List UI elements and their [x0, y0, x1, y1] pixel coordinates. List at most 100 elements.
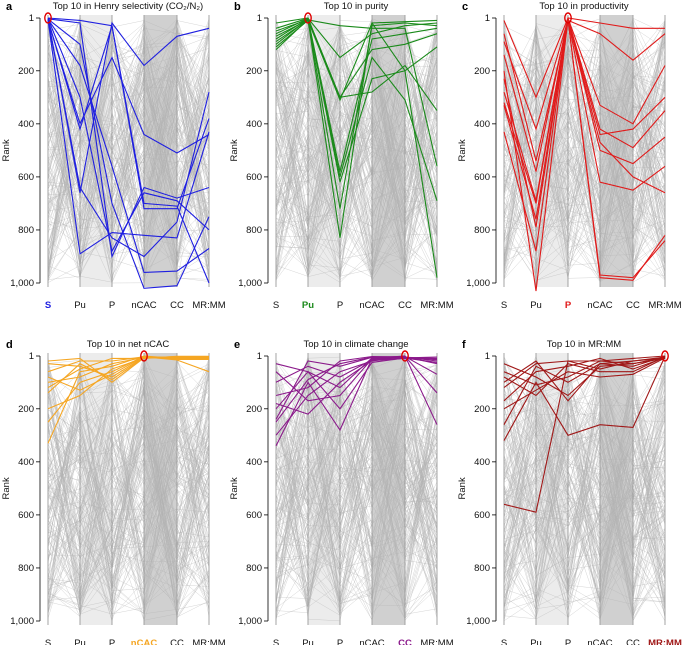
x-axis-label: MR:MM [192, 300, 225, 311]
background-line [275, 394, 438, 551]
background-line [47, 74, 210, 283]
y-axis-label: Rank [1, 477, 12, 499]
background-line [503, 357, 666, 607]
highlight-series [47, 355, 210, 444]
series-line-top-2 [275, 17, 438, 59]
panel-letter: d [6, 339, 13, 351]
background-line [47, 40, 210, 243]
background-line [47, 459, 210, 591]
background-line [47, 368, 210, 559]
background-line [503, 400, 666, 611]
background-line [47, 50, 210, 260]
background-line [47, 26, 210, 192]
panel-a: Top 10 in Henry selectivity (CO₂/N₂) a 1 20… [1, 1, 226, 311]
series-line-top-1 [503, 355, 666, 513]
background-line [275, 49, 438, 155]
background-line [47, 372, 210, 585]
x-axis-label: S [273, 638, 279, 645]
background-line [503, 556, 666, 620]
background-line [503, 17, 666, 202]
background-line [47, 79, 210, 281]
background-line [275, 365, 438, 564]
x-axis-label: CC [170, 300, 184, 311]
background-line [275, 388, 438, 609]
background-line [503, 374, 666, 571]
series-line-top-10 [47, 20, 210, 154]
background-line [47, 61, 210, 225]
background-line [275, 77, 438, 281]
x-axis-label: CC [626, 300, 640, 311]
panel-e: Top 10 in climate change e 1 200 400 600 800 1,… [229, 339, 454, 645]
background-lines [275, 356, 438, 622]
y-tick-label: 1,000 [466, 616, 490, 627]
series-line-top-7 [47, 19, 210, 255]
background-line [503, 80, 666, 206]
y-axis-label: Rank [457, 139, 468, 161]
y-axis-label: Rank [1, 139, 12, 161]
background-line [503, 432, 666, 607]
background-line [275, 137, 438, 227]
background-line [275, 485, 438, 610]
x-axis-label: CC [626, 638, 640, 645]
y-tick-label: 800 [474, 563, 490, 574]
x-axis-label: P [337, 638, 343, 645]
background-line [503, 407, 666, 611]
background-line [47, 76, 210, 284]
background-line [275, 34, 438, 165]
background-line [275, 31, 438, 277]
series-line-top-9 [47, 19, 210, 258]
background-line [275, 141, 438, 223]
background-line [47, 54, 210, 265]
panel-letter: e [234, 339, 240, 351]
background-line [47, 42, 210, 274]
y-tick-label: 200 [246, 404, 262, 415]
background-line [275, 37, 438, 256]
background-line [275, 69, 438, 234]
x-axis-label: P [565, 300, 572, 311]
background-line [503, 149, 666, 283]
highlight-series [47, 17, 210, 289]
background-line [275, 365, 438, 512]
background-lines [275, 17, 438, 283]
y-tick-label: 800 [474, 225, 490, 236]
series-line-top-3 [503, 355, 666, 402]
background-line [47, 36, 210, 246]
background-line [275, 363, 438, 612]
background-line [275, 20, 438, 215]
background-line [275, 27, 438, 235]
background-line [275, 60, 438, 278]
background-line [503, 377, 666, 613]
y-tick-label: 1 [485, 13, 490, 24]
background-line [275, 18, 438, 270]
background-line [275, 25, 438, 229]
series-line-top-10 [503, 19, 666, 162]
background-line [47, 470, 210, 618]
panel-title: Top 10 in climate change [303, 339, 408, 350]
background-line [47, 147, 210, 262]
x-axis-label: Pu [74, 638, 86, 645]
background-line [275, 365, 438, 620]
panel-b: Top 10 in purity b 1 200 400 600 800 1,000 Rank S… [229, 1, 454, 311]
background-line [47, 57, 210, 250]
background-line [47, 372, 210, 604]
background-line [47, 440, 210, 615]
y-tick-label: 600 [474, 172, 490, 183]
background-line [47, 423, 210, 565]
series-line-top-9 [503, 19, 666, 228]
y-axis-label: Rank [457, 477, 468, 499]
series-line-top-10 [275, 357, 438, 415]
background-line [47, 413, 210, 580]
y-tick-label: 400 [246, 119, 262, 130]
y-tick-label: 600 [246, 172, 262, 183]
background-line [275, 58, 438, 282]
background-line [47, 395, 210, 588]
background-line [275, 360, 438, 605]
background-line [47, 404, 210, 602]
series-line-top-8 [503, 357, 666, 410]
background-line [503, 44, 666, 203]
y-tick-label: 400 [18, 119, 34, 130]
y-tick-label: 600 [474, 510, 490, 521]
y-tick-label: 1,000 [238, 278, 262, 289]
highlight-ring [661, 350, 669, 362]
background-line [275, 51, 438, 255]
